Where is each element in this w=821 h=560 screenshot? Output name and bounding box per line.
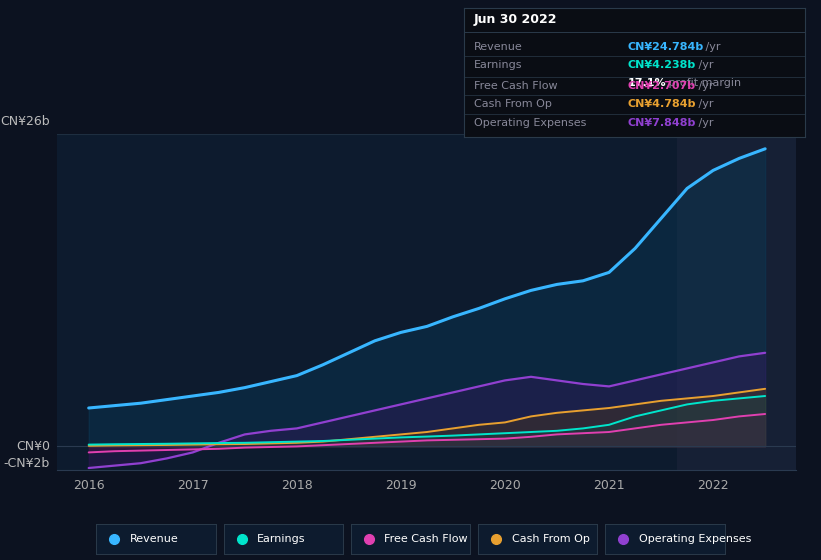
Text: /yr: /yr — [695, 81, 713, 91]
Text: /yr: /yr — [702, 42, 721, 52]
Text: CN¥4.784b: CN¥4.784b — [627, 99, 696, 109]
Text: Revenue: Revenue — [130, 534, 178, 544]
Bar — [677, 134, 796, 470]
Text: CN¥26b: CN¥26b — [1, 115, 50, 128]
Text: Earnings: Earnings — [474, 60, 523, 70]
Text: Cash From Op: Cash From Op — [511, 534, 589, 544]
Text: CN¥7.848b: CN¥7.848b — [627, 118, 695, 128]
Text: 17.1%: 17.1% — [627, 78, 666, 88]
Text: Operating Expenses: Operating Expenses — [639, 534, 751, 544]
Text: Jun 30 2022: Jun 30 2022 — [474, 13, 557, 26]
Text: CN¥4.238b: CN¥4.238b — [627, 60, 695, 70]
Text: /yr: /yr — [695, 60, 713, 70]
Text: CN¥2.707b: CN¥2.707b — [627, 81, 695, 91]
Text: Cash From Op: Cash From Op — [474, 99, 552, 109]
Text: Free Cash Flow: Free Cash Flow — [384, 534, 468, 544]
Text: /yr: /yr — [695, 99, 713, 109]
Text: Operating Expenses: Operating Expenses — [474, 118, 586, 128]
Text: -CN¥2b: -CN¥2b — [4, 458, 50, 470]
Text: Earnings: Earnings — [257, 534, 305, 544]
Text: Revenue: Revenue — [474, 42, 523, 52]
Text: Free Cash Flow: Free Cash Flow — [474, 81, 557, 91]
Text: CN¥24.784b: CN¥24.784b — [627, 42, 704, 52]
Text: profit margin: profit margin — [665, 78, 741, 88]
Text: /yr: /yr — [695, 118, 713, 128]
Text: CN¥0: CN¥0 — [16, 440, 50, 453]
